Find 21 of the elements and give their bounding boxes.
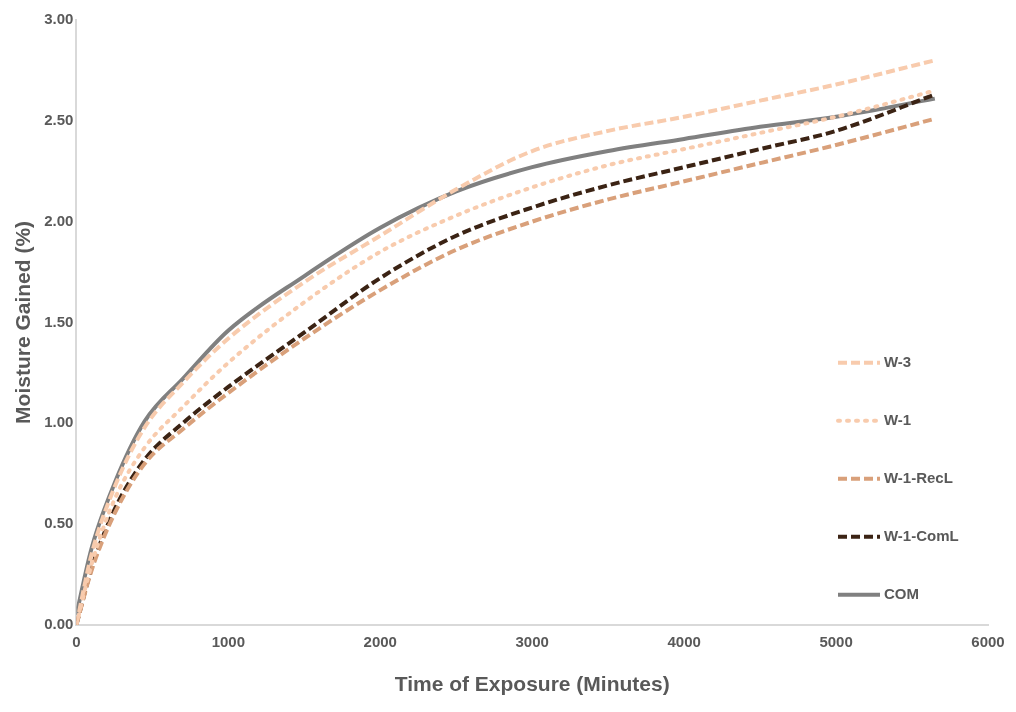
legend-label: W-1	[884, 410, 912, 428]
x-tick-label: 1000	[211, 632, 246, 650]
x-axis-title: Time of Exposure (Minutes)	[394, 672, 670, 696]
y-tick-label: 2.50	[44, 110, 74, 128]
y-tick-label: 2.00	[44, 211, 74, 229]
y-tick-label: 1.50	[44, 312, 74, 330]
legend-label: W-1-ComL	[884, 526, 959, 544]
y-axis-title: Moisture Gained (%)	[11, 220, 35, 424]
x-tick-label: 2000	[363, 632, 397, 650]
x-tick-label: 0	[72, 632, 81, 650]
legend-label: W-3	[884, 352, 912, 370]
y-tick-label: 1.00	[44, 413, 74, 431]
y-tick-label: 0.50	[44, 514, 74, 532]
x-tick-label: 3000	[515, 632, 549, 650]
x-tick-label: 4000	[667, 632, 701, 650]
y-tick-label: 0.00	[44, 614, 74, 632]
y-tick-label: 3.00	[44, 10, 74, 28]
legend-label: COM	[884, 584, 919, 602]
legend-label: W-1-RecL	[884, 468, 953, 486]
x-tick-label: 5000	[819, 632, 853, 650]
x-tick-label: 6000	[971, 632, 1005, 650]
